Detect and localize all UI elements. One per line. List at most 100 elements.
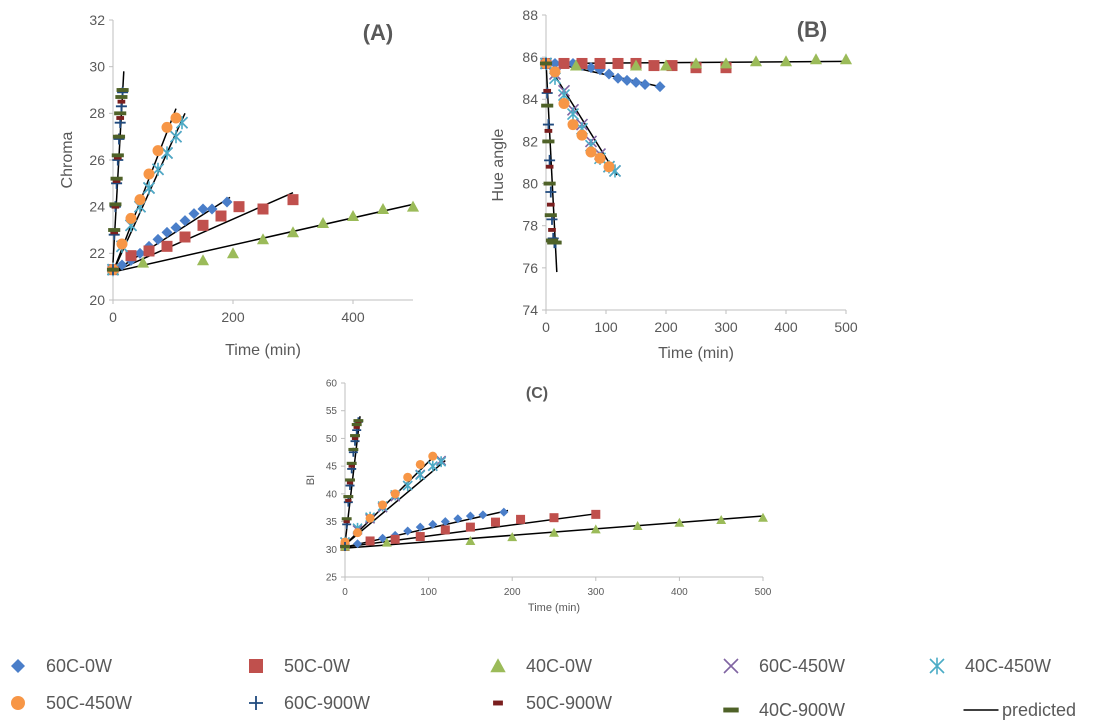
data-point-40c-900w (545, 238, 559, 243)
panel-label: (B) (797, 17, 828, 42)
data-point-40c-450w (427, 460, 438, 472)
y-axis-title: Chroma (59, 131, 76, 188)
data-point-50c-450w (378, 500, 388, 510)
data-point-50c-450w (576, 129, 588, 141)
data-point-50c-900w (353, 425, 360, 429)
data-point-50c-0w (612, 57, 624, 69)
data-point-60c-0w (170, 222, 182, 234)
data-point-40c-450w (415, 469, 426, 481)
data-point-40c-900w (351, 422, 362, 427)
x-axis-title: Time (min) (658, 345, 734, 362)
data-point-60c-0w (654, 81, 666, 93)
data-point-40c-0w (316, 216, 330, 228)
x-tick-label: 100 (594, 319, 618, 335)
data-point-50c-0w (591, 509, 601, 519)
data-point-40c-0w (465, 536, 476, 546)
legend-item-predicted: predicted (963, 700, 1076, 720)
data-point-60c-0w (465, 511, 475, 521)
data-point-50c-450w (603, 161, 615, 173)
data-point-60c-900w (545, 186, 557, 198)
data-point-50c-0w (233, 201, 245, 213)
data-point-50c-450w (585, 146, 597, 158)
data-point-50c-900w (110, 230, 119, 235)
legend-item-60c-450w: 60C-450W (723, 656, 845, 676)
data-point-40c-0w (749, 55, 763, 67)
x-tick-label: 400 (774, 319, 798, 335)
data-point-50c-900w (111, 204, 120, 209)
data-point-40c-900w (112, 134, 126, 139)
y-tick-label: 50 (326, 434, 338, 445)
y-tick-label: 40 (326, 489, 338, 500)
data-point-50c-450w (161, 121, 173, 133)
data-point-40c-450w (402, 480, 413, 491)
data-point-60c-0w (353, 539, 363, 549)
y-tick-label: 74 (522, 302, 538, 318)
data-point-40c-900w (542, 139, 555, 144)
legend-marker-40c-900w (723, 707, 739, 713)
data-point-40c-900w (348, 447, 359, 452)
data-point-40c-450w (169, 130, 183, 144)
data-point-50c-900w (548, 228, 556, 232)
data-point-60c-0w (630, 76, 642, 88)
data-point-60c-0w (428, 519, 438, 529)
legend-label: 50C-900W (526, 693, 612, 713)
data-point-50c-0w (257, 203, 269, 215)
y-tick-label: 78 (522, 218, 538, 234)
panel-b-hue-angle-chart: 74 76 78 80 82 84 86 88 0 100 200 300 400 500 Time (mi… (490, 7, 858, 362)
predicted-line (545, 60, 618, 176)
series-40c-0w (539, 53, 853, 71)
data-point-50c-0w (415, 532, 425, 542)
x-tick-label: 200 (654, 319, 678, 335)
data-point-60c-0w (161, 226, 173, 238)
data-point-50c-900w (116, 116, 125, 120)
data-point-40c-900w (353, 419, 364, 423)
data-point-40c-0w (136, 256, 150, 268)
legend-label: predicted (1002, 700, 1076, 720)
data-point-50c-450w (567, 119, 579, 131)
data-point-40c-0w (376, 202, 390, 214)
data-point-50c-0w (516, 514, 526, 524)
legend-label: 50C-450W (46, 693, 132, 713)
y-tick-label: 80 (522, 175, 538, 191)
data-point-60c-0w (197, 203, 209, 215)
data-point-60c-0w (134, 247, 146, 259)
x-tick-label: 400 (671, 587, 688, 598)
data-point-40c-0w (256, 233, 270, 245)
predicted-line (344, 460, 446, 546)
data-point-60c-0w (585, 62, 597, 74)
legend-item-50c-900w: 50C-900W (493, 693, 612, 713)
legend-item-50c-0w: 50C-0W (249, 656, 350, 676)
legend-item-60c-0w: 60C-0W (11, 656, 112, 676)
legend-marker-40c-0w (490, 658, 506, 673)
data-point-40c-900w (110, 176, 123, 181)
y-tick-label: 84 (522, 91, 538, 107)
data-point-40c-0w (689, 57, 703, 69)
data-point-60c-0w (440, 517, 450, 527)
x-tick-label: 300 (587, 587, 604, 598)
legend-marker-50c-900w (493, 700, 503, 706)
legend-marker-60c-0w (11, 659, 25, 673)
series-50c-450w (107, 112, 182, 276)
data-point-50c-900w (546, 202, 555, 207)
data-point-60c-0w (179, 215, 191, 227)
data-point-50c-0w (125, 250, 137, 262)
series-40c-900w (539, 61, 562, 245)
legend-marker-50c-0w (249, 659, 263, 673)
y-axis-title: BI (305, 475, 317, 485)
data-point-40c-900w (343, 495, 354, 499)
legend-label: 60C-0W (46, 656, 112, 676)
data-point-40c-900w (111, 153, 124, 158)
data-point-50c-0w (390, 534, 400, 544)
data-point-50c-0w (197, 219, 209, 231)
data-point-50c-0w (179, 231, 191, 243)
data-point-50c-0w (161, 240, 173, 252)
y-tick-label: 60 (326, 379, 338, 390)
panel-label: (A) (363, 20, 394, 45)
data-point-40c-0w (632, 521, 643, 531)
legend-item-50c-450w: 50C-450W (11, 693, 132, 713)
legend: 60C-0W 50C-0W 40C-0W 60C-450W 40C-450W 50C-45… (11, 656, 1076, 720)
legend-marker-40c-450w (929, 657, 945, 675)
data-point-50c-450w (390, 489, 400, 499)
data-point-50c-900w (346, 481, 354, 485)
data-point-40c-0w (674, 517, 685, 527)
